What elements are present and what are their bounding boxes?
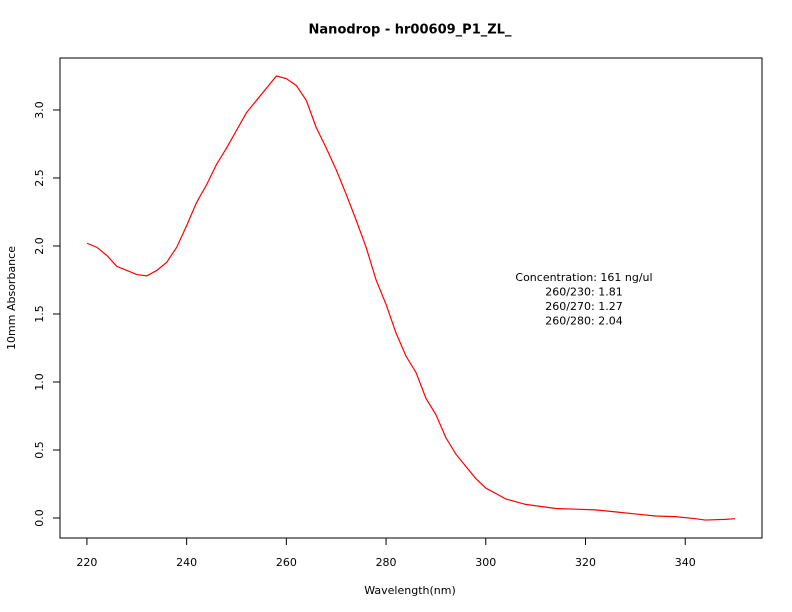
x-tick-label: 280	[376, 556, 397, 569]
y-tick-label: 2.0	[33, 237, 46, 255]
annotation: Concentration: 161 ng/ul	[515, 271, 652, 284]
data-line	[86, 75, 736, 521]
x-tick-label: 220	[76, 556, 97, 569]
y-tick-label: 1.5	[33, 305, 46, 323]
y-tick-label: 0.0	[33, 509, 46, 527]
x-tick-label: 260	[276, 556, 297, 569]
x-tick-label: 300	[475, 556, 496, 569]
x-tick-label: 240	[176, 556, 197, 569]
chart-title: Nanodrop - hr00609_P1_ZL_	[309, 23, 512, 38]
y-tick-label: 0.5	[33, 441, 46, 459]
y-tick-label: 3.0	[33, 101, 46, 119]
y-axis-label: 10mm Absorbance	[5, 246, 18, 350]
x-tick-label: 340	[675, 556, 696, 569]
annotation: 260/230: 1.81	[545, 286, 622, 299]
x-axis-label: Wavelength(nm)	[364, 584, 456, 597]
annotation: 260/280: 2.04	[545, 315, 622, 328]
x-tick-label: 320	[575, 556, 596, 569]
annotation: 260/270: 1.27	[545, 300, 622, 313]
y-tick-label: 1.0	[33, 373, 46, 391]
y-tick-label: 2.5	[33, 169, 46, 187]
